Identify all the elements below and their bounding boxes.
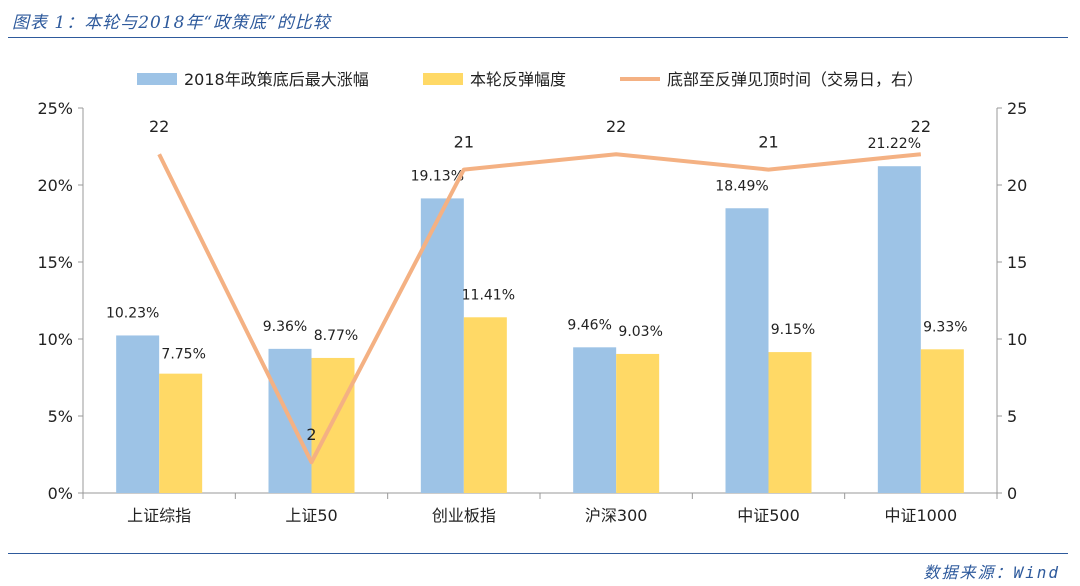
bar-2018-max-gain [116,335,160,493]
figure-title: 图表 1：本轮与2018年“政策底”的比较 [12,13,331,33]
bar-2018-value-label: 18.49% [715,178,768,194]
y-left-tick-label: 15% [37,253,73,272]
line-value-label: 21 [758,133,778,152]
legend-2018-swatch [137,73,177,85]
bar-2018-max-gain [420,198,464,493]
bar-2018-value-label: 10.23% [106,305,159,321]
y-left-tick-label: 20% [37,176,73,195]
top-rule [8,37,1068,38]
bar-current-value-label: 8.77% [314,328,358,344]
y-left-tick-label: 5% [48,407,73,426]
bar-current-rebound [920,349,964,493]
bar-2018-value-label: 9.36% [263,319,307,335]
line-value-label: 22 [606,117,626,136]
y-right-tick-label: 10 [1007,330,1027,349]
line-value-label: 22 [149,117,169,136]
bar-current-value-label: 9.15% [771,322,815,338]
bar-current-value-label: 7.75% [161,347,205,363]
bar-current-rebound [616,353,660,493]
bar-current-value-label: 9.33% [923,319,967,335]
bar-2018-max-gain [725,208,769,493]
bar-current-value-label: 9.03% [618,324,662,340]
x-category-label: 中证500 [737,506,800,525]
y-right-tick-label: 5 [1007,407,1017,426]
y-right-tick-label: 20 [1007,176,1027,195]
x-category-label: 上证50 [285,506,337,525]
bar-current-rebound [159,373,203,493]
source-note: 数据来源：Wind [923,563,1060,582]
line-value-label: 2 [306,425,316,444]
bar-current-value-label: 11.41% [462,287,515,303]
bar-2018-value-label: 21.22% [868,136,921,152]
bar-current-rebound [311,357,355,493]
y-right-tick-label: 15 [1007,253,1027,272]
x-category-label: 沪深300 [585,506,648,525]
line-days-to-peak [157,152,922,465]
bar-2018-max-gain [573,347,617,493]
bar-2018-value-label: 19.13% [411,168,464,184]
legend-current-label: 本轮反弹幅度 [470,70,566,89]
bar-2018-value-label: 9.46% [567,317,611,333]
bar-current-rebound [463,317,507,493]
x-category-label: 中证1000 [884,506,957,525]
x-category-label: 创业板指 [432,506,496,525]
bar-current-rebound [768,352,812,493]
y-left-tick-label: 0% [48,484,73,503]
bottom-rule [8,553,1068,554]
line-value-label: 21 [454,133,474,152]
bar-2018-max-gain [877,166,921,493]
y-left-tick-label: 10% [37,330,73,349]
legend-days-label: 底部至反弹见顶时间（交易日，右） [667,70,923,89]
y-right-tick-label: 0 [1007,484,1017,503]
line-value-label: 22 [911,117,931,136]
x-category-label: 上证综指 [127,506,191,525]
legend-2018-label: 2018年政策底后最大涨幅 [184,70,369,89]
y-left-tick-label: 25% [37,99,73,118]
y-right-tick-label: 25 [1007,99,1027,118]
legend-current-swatch [423,73,463,85]
